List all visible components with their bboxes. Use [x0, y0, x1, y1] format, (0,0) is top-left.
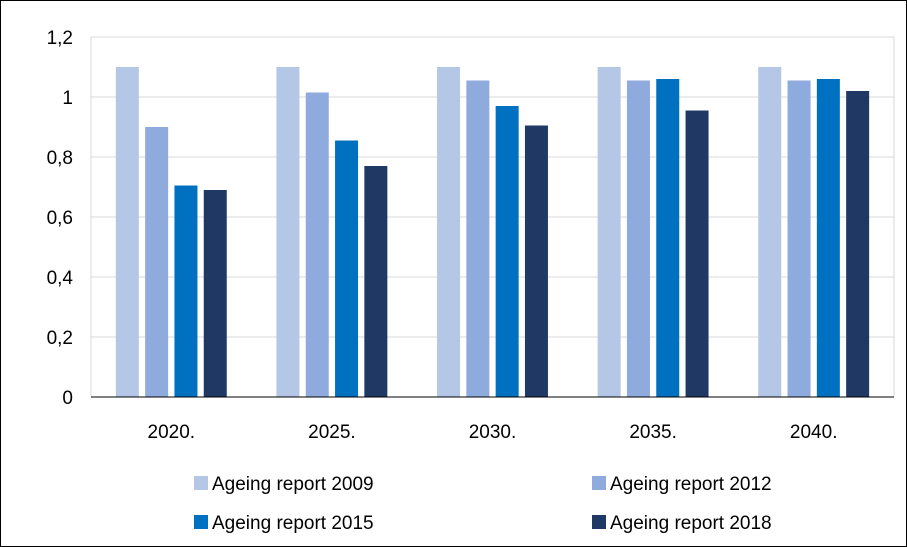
legend-swatch	[194, 476, 208, 490]
legend-label: Ageing report 2012	[610, 474, 772, 495]
bar	[437, 67, 460, 397]
legend-swatch	[592, 476, 606, 490]
bar	[335, 141, 358, 398]
bar	[174, 186, 197, 398]
bar	[598, 67, 621, 397]
bar	[627, 81, 650, 398]
x-tick-label: 2040.	[790, 422, 838, 443]
y-axis-tick-labels: 0 0,2 0,4 0,6 0,8 1 1,2	[47, 28, 74, 409]
bar	[758, 67, 781, 397]
y-tick-label: 0,2	[47, 328, 73, 349]
legend-swatch	[194, 515, 208, 529]
legend-label: Ageing report 2018	[610, 513, 772, 534]
y-tick-label: 1,2	[47, 28, 73, 49]
x-tick-label: 2030.	[469, 422, 517, 443]
bar	[306, 93, 329, 398]
bar	[496, 106, 519, 397]
bar	[788, 81, 811, 398]
y-tick-label: 0,6	[47, 208, 73, 229]
x-tick-label: 2020.	[148, 422, 196, 443]
bar	[656, 79, 679, 397]
bar	[116, 67, 139, 397]
x-tick-label: 2025.	[308, 422, 356, 443]
y-tick-label: 0,8	[47, 148, 73, 169]
bar	[364, 166, 387, 397]
bar	[145, 127, 168, 397]
x-tick-label: 2035.	[629, 422, 677, 443]
bar	[817, 79, 840, 397]
y-tick-label: 0,4	[47, 268, 74, 289]
bar	[204, 190, 227, 397]
bar	[846, 91, 869, 397]
bar	[525, 126, 548, 398]
bar	[466, 81, 489, 398]
legend-label: Ageing report 2009	[212, 474, 374, 495]
y-tick-label: 0	[62, 388, 73, 409]
legend-swatch	[592, 515, 606, 529]
bars	[116, 67, 869, 397]
y-tick-label: 1	[62, 88, 73, 109]
bar	[686, 111, 709, 398]
bar	[276, 67, 299, 397]
legend-label: Ageing report 2015	[212, 513, 374, 534]
x-axis: 2020. 2025. 2030. 2035. 2040.	[91, 397, 894, 443]
legend: Ageing report 2009 Ageing report 2012 Agei…	[194, 474, 772, 534]
